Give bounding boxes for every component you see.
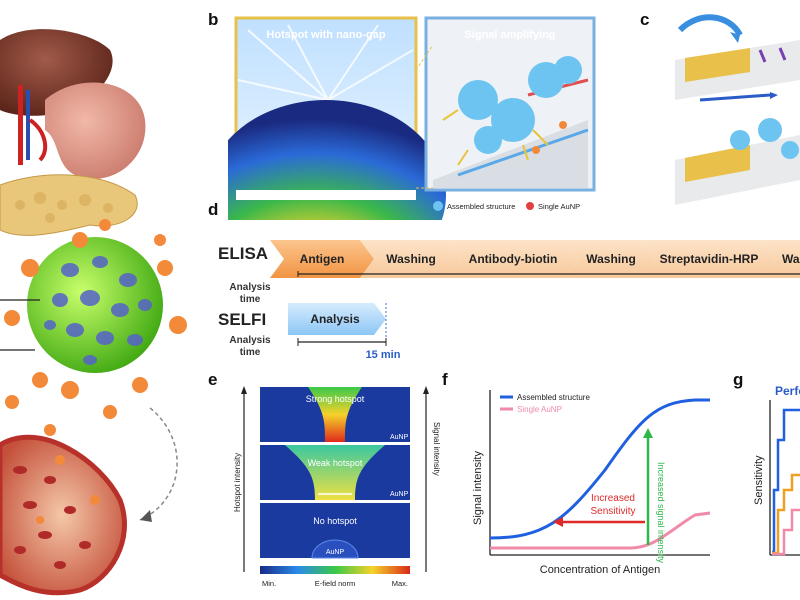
- f-increased-1: Increased: [591, 493, 635, 504]
- panel-b: Hotspot with nano-gap Signal amplifying …: [228, 16, 596, 220]
- panel-d-letter: d: [208, 200, 219, 219]
- legend-single-marker: [526, 202, 534, 210]
- elisa-step-0: [270, 240, 374, 278]
- panel-e-letter: e: [208, 370, 218, 389]
- selfi-analysis-time-2: time: [240, 347, 261, 358]
- panel-g-letter: g: [733, 370, 744, 389]
- hotspot-title: Hotspot with nano-gap: [266, 29, 385, 41]
- elisa-step-1-label: Washing: [386, 252, 436, 266]
- g-ylabel: Sensitivity: [753, 455, 765, 505]
- elisa-step-5: [762, 240, 800, 278]
- e-cbar-min: Min.: [262, 579, 276, 588]
- e-left-axis: Hotspot intensity: [233, 453, 242, 512]
- panel-e: Hotspot intensity Strong hotspot AuNP We…: [233, 386, 440, 588]
- f-increased-signal: Increased signal intensity: [656, 462, 666, 564]
- elisa-step-3: [564, 240, 656, 278]
- e-none-label: No hotspot: [313, 516, 357, 526]
- elisa-step-4-label: Streptavidin-HRP: [660, 252, 759, 266]
- panel-b-letter: b: [208, 10, 219, 29]
- legend-assembled: Assembled structure: [447, 202, 515, 211]
- elisa-label: ELISA: [218, 244, 268, 263]
- elisa-step-1: [360, 240, 462, 278]
- e-strong-label: Strong hotspot: [306, 394, 365, 404]
- amplifying-title: Signal amplifying: [464, 29, 555, 41]
- elisa-analysis-time-2: time: [240, 294, 261, 305]
- selfi-label: SELFI: [218, 310, 266, 329]
- panel-c: [675, 14, 800, 205]
- f-ylabel: Signal intensity: [472, 451, 484, 525]
- stomach: [45, 82, 146, 179]
- e-cbar-max: Max.: [392, 579, 408, 588]
- e-aunp-1: AuNP: [390, 434, 409, 441]
- f-xlabel: Concentration of Antigen: [540, 564, 660, 576]
- legend-series-1: Single AuNP: [517, 405, 562, 414]
- legend-series-0: Assembled structure: [517, 393, 590, 402]
- selfi-analysis-time-1: Analysis: [229, 335, 271, 346]
- f-increased-2: Sensitivity: [590, 506, 635, 517]
- elisa-step-2: [448, 240, 578, 278]
- elisa-analysis-time-1: Analysis: [229, 282, 271, 293]
- series-assembled-line: [489, 398, 710, 540]
- g-title: Perfo: [775, 384, 800, 398]
- e-aunp-2: AuNP: [390, 491, 409, 498]
- panel-d: ELISA Antigen Washing Antibody-biotin Wa…: [218, 240, 800, 361]
- e-weak-label: Weak hotspot: [308, 458, 363, 468]
- elisa-step-0-label: Antigen: [300, 252, 345, 266]
- elisa-step-2-label: Antibody-biotin: [469, 252, 558, 266]
- panel-c-letter: c: [640, 10, 650, 29]
- e-aunp-3: AuNP: [326, 549, 345, 556]
- elisa-step-4: [642, 240, 776, 278]
- selfi-step-label: Analysis: [310, 312, 360, 326]
- anatomy-illustration: [0, 29, 187, 596]
- elisa-step-5-label: Was: [782, 252, 800, 266]
- selfi-time: 15 min: [366, 349, 401, 361]
- selfi-step: [288, 303, 386, 335]
- legend-assembled-marker: [433, 201, 443, 211]
- e-right-axis: Signal intensity: [432, 422, 440, 476]
- e-colorbar: [260, 566, 410, 574]
- chart-f: Signal intensity Concentration of Antige…: [472, 390, 711, 576]
- blood-vessel: [0, 434, 127, 596]
- elisa-step-3-label: Washing: [586, 252, 636, 266]
- legend-single: Single AuNP: [538, 202, 580, 211]
- panel-g: Perfo Sensitivity: [753, 384, 800, 556]
- series-single-line: [490, 511, 711, 550]
- panel-f-letter: f: [442, 370, 448, 389]
- e-cbar-mid: E-field norm: [315, 579, 355, 588]
